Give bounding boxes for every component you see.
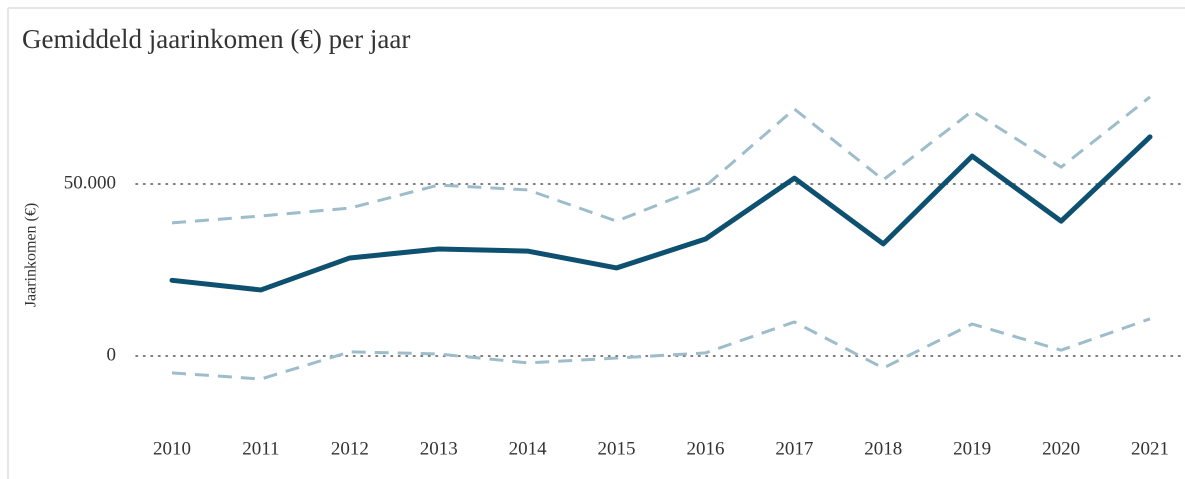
mean-line: [169, 134, 1153, 293]
x-tick-label: 2017: [775, 438, 813, 459]
x-tick-label: 2019: [953, 438, 991, 459]
x-tick-label: 2011: [242, 438, 279, 459]
x-tick-label: 2020: [1042, 438, 1080, 459]
bound-line: [171, 317, 1151, 381]
x-tick-label: 2010: [153, 438, 191, 459]
x-tick-label: 2012: [331, 438, 369, 459]
y-tick-label: 0: [107, 344, 117, 365]
y-axis-label: Jaarinkomen (€): [23, 203, 40, 307]
y-tick-label: 50.000: [64, 172, 116, 193]
x-tick-label: 2018: [864, 438, 902, 459]
chart-title: Gemiddeld jaarinkomen (€) per jaar: [22, 24, 410, 54]
x-tick-label: 2016: [686, 438, 724, 459]
x-tick-label: 2021: [1131, 438, 1169, 459]
x-tick-label: 2014: [509, 438, 548, 459]
x-tick-label: 2013: [420, 438, 458, 459]
x-tick-label: 2015: [598, 438, 636, 459]
bound-line: [171, 95, 1151, 225]
